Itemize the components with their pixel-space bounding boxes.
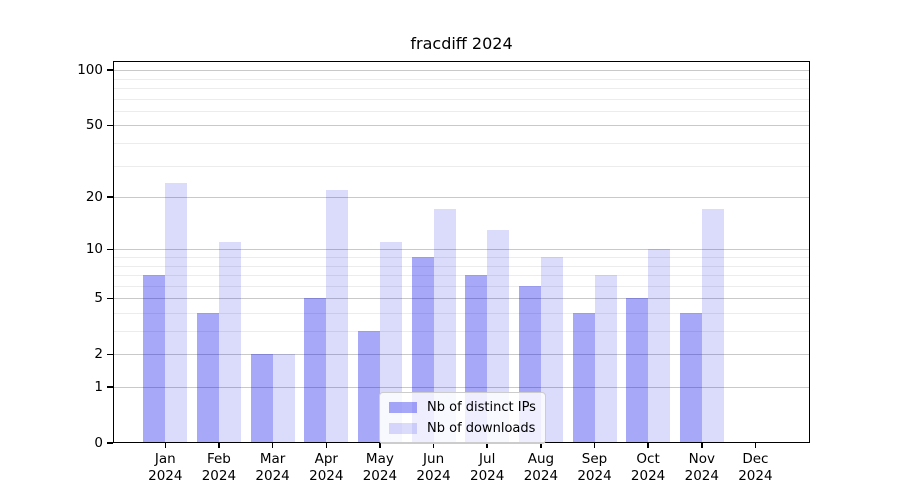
gridline-minor [113, 165, 810, 167]
y-tick [107, 69, 113, 71]
x-tick [379, 443, 381, 448]
gridline-major [113, 70, 810, 72]
bar-downloads [701, 209, 724, 443]
bar-downloads [433, 209, 456, 443]
bar-downloads [218, 242, 241, 443]
legend-label-distinct-ips: Nb of distinct IPs [427, 400, 536, 415]
x-tick-label: Jan 2024 [148, 451, 183, 484]
x-tick-label: Aug 2024 [523, 451, 559, 484]
bar-downloads [326, 189, 349, 443]
gridline-major [113, 387, 810, 388]
gridline-minor [113, 98, 810, 100]
gridline-minor [113, 78, 810, 80]
x-tick-label: Jun 2024 [416, 451, 451, 484]
gridline-major [113, 354, 810, 356]
bar-distinct-ips [304, 298, 327, 443]
axis-layer: 0 1 2 5 10 20 50 100 Jan 2024 Feb 2024 Mar 2024 Apr… [77, 61, 810, 484]
y-tick [107, 442, 113, 444]
bar-distinct-ips [143, 275, 166, 443]
y-tick-label: 100 [77, 62, 103, 79]
y-tick-label: 50 [85, 117, 103, 134]
y-tick-label: 2 [94, 346, 103, 363]
bar-distinct-ips [357, 331, 380, 443]
y-tick-label: 10 [85, 241, 103, 258]
legend-item-distinct-ips: Nb of distinct IPs [389, 400, 536, 415]
legend-label-downloads: Nb of downloads [427, 421, 536, 436]
bar-distinct-ips [572, 312, 595, 443]
x-tick [540, 443, 542, 448]
y-tick [107, 124, 113, 126]
x-tick-label: Nov 2024 [684, 451, 719, 484]
x-tick-label: Jul 2024 [470, 451, 505, 484]
y-tick-label: 5 [94, 290, 103, 307]
x-tick-label: May 2024 [362, 451, 398, 484]
x-tick-label: Dec 2024 [738, 451, 773, 484]
gridline-minor [113, 87, 810, 89]
y-tick-label: 1 [94, 379, 103, 395]
y-tick-label: 0 [94, 435, 103, 451]
gridline-minor [113, 312, 810, 314]
x-tick [754, 443, 757, 448]
bar-distinct-ips [250, 354, 273, 443]
y-tick [107, 297, 113, 299]
gridline-major [113, 249, 810, 251]
chart-title: fracdiff 2024 [410, 34, 513, 53]
legend-item-downloads: Nb of downloads [389, 421, 536, 436]
plot-area: 0 1 2 5 10 20 50 100 Jan 2024 Feb 2024 Mar 2024 Apr… [77, 61, 810, 484]
y-tick [107, 386, 113, 388]
x-tick [164, 443, 166, 448]
bar-downloads [594, 275, 617, 443]
x-tick [701, 443, 703, 448]
gridline-minor [113, 142, 810, 144]
gridline-minor [113, 110, 810, 112]
gridline-major [113, 125, 810, 127]
y-tick [107, 353, 113, 355]
x-tick-label: Feb 2024 [201, 451, 237, 484]
gridline-minor [113, 265, 810, 267]
gridline-minor [113, 285, 810, 287]
bar-downloads [540, 256, 563, 443]
legend-swatch-downloads [389, 423, 417, 434]
gridline-minor [113, 256, 810, 258]
x-tick-label: Apr 2024 [309, 451, 344, 484]
y-tick [107, 196, 113, 198]
bar-downloads [165, 182, 188, 443]
y-tick-label: 20 [85, 189, 103, 205]
legend-swatch-distinct-ips [389, 402, 417, 413]
y-tick [107, 248, 113, 250]
bar-downloads [648, 249, 671, 443]
x-tick [486, 443, 488, 448]
gridline-minor [113, 331, 810, 332]
x-tick [271, 443, 274, 448]
bar-distinct-ips [626, 298, 649, 443]
gridline-major [113, 298, 810, 300]
x-tick [647, 443, 649, 448]
x-tick [218, 443, 220, 448]
legend: Nb of distinct IPs Nb of downloads [379, 392, 546, 444]
gridline-minor [113, 275, 810, 276]
x-tick-label: Sep 2024 [577, 451, 612, 484]
x-tick-label: Mar 2024 [255, 451, 290, 484]
gridline-major [113, 197, 810, 198]
x-tick-label: Oct 2024 [630, 451, 666, 484]
grid-layer [113, 61, 810, 443]
bar-downloads [272, 354, 295, 443]
bar-distinct-ips [679, 312, 702, 443]
bar-distinct-ips [196, 312, 219, 443]
x-tick [432, 443, 435, 448]
bar-downloads [487, 229, 510, 443]
x-tick [593, 443, 596, 448]
x-tick [325, 443, 327, 448]
